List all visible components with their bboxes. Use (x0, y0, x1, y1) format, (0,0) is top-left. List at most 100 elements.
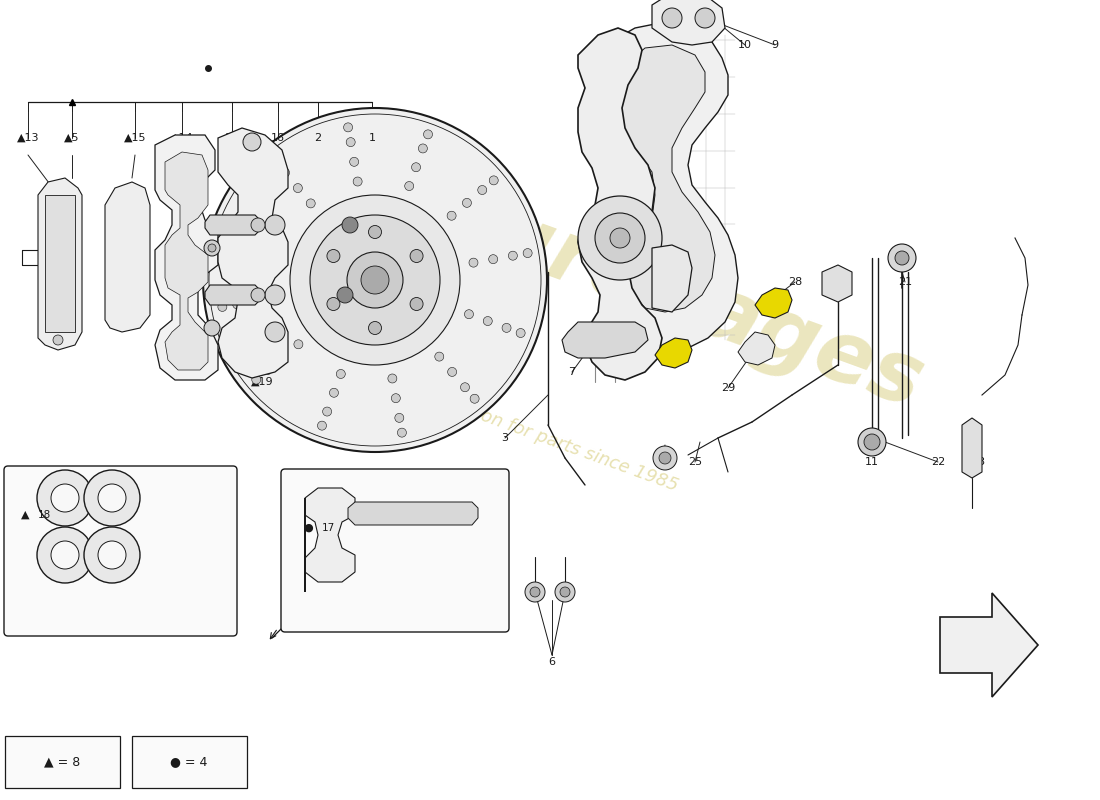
Polygon shape (654, 338, 692, 368)
Polygon shape (738, 332, 775, 365)
Text: 24: 24 (654, 457, 669, 467)
Polygon shape (755, 288, 792, 318)
Circle shape (98, 484, 126, 512)
Text: 22: 22 (931, 457, 945, 467)
Text: 29: 29 (720, 383, 735, 393)
Circle shape (470, 394, 480, 403)
Text: ▲15: ▲15 (123, 133, 146, 143)
Circle shape (388, 374, 397, 383)
Circle shape (405, 182, 414, 190)
Circle shape (578, 196, 662, 280)
Circle shape (353, 177, 362, 186)
Circle shape (337, 287, 353, 303)
Circle shape (243, 133, 261, 151)
Text: europages: europages (425, 174, 935, 426)
Circle shape (224, 222, 234, 231)
Polygon shape (822, 265, 853, 302)
FancyBboxPatch shape (6, 736, 120, 788)
Text: 25: 25 (688, 457, 702, 467)
Text: 23: 23 (971, 457, 986, 467)
Polygon shape (305, 488, 355, 592)
Circle shape (322, 407, 331, 416)
Circle shape (424, 130, 432, 139)
Circle shape (271, 157, 279, 166)
Text: 1: 1 (368, 133, 375, 143)
Text: ▲ = 8: ▲ = 8 (44, 755, 80, 769)
Circle shape (483, 317, 493, 326)
Circle shape (595, 213, 645, 263)
Circle shape (265, 215, 285, 235)
Circle shape (265, 322, 285, 342)
Text: ●: ● (304, 523, 312, 533)
Text: ▲20: ▲20 (251, 340, 273, 350)
Circle shape (252, 296, 262, 306)
Circle shape (368, 322, 382, 334)
Circle shape (327, 298, 340, 310)
Polygon shape (45, 195, 75, 332)
Circle shape (84, 470, 140, 526)
Text: ▲19: ▲19 (251, 377, 273, 387)
Circle shape (310, 215, 440, 345)
FancyBboxPatch shape (4, 466, 236, 636)
Circle shape (895, 251, 909, 265)
Circle shape (218, 302, 227, 311)
Text: ▲14: ▲14 (170, 133, 194, 143)
Circle shape (397, 428, 406, 437)
Circle shape (461, 382, 470, 392)
Polygon shape (562, 322, 648, 358)
FancyBboxPatch shape (280, 469, 509, 632)
Circle shape (337, 370, 345, 378)
Text: 16: 16 (271, 133, 285, 143)
Circle shape (327, 250, 340, 262)
Circle shape (290, 195, 460, 365)
Text: 18: 18 (39, 510, 52, 520)
Circle shape (464, 310, 473, 318)
Circle shape (263, 366, 273, 374)
Circle shape (343, 123, 353, 132)
Circle shape (488, 254, 497, 264)
Circle shape (51, 484, 79, 512)
Circle shape (294, 340, 302, 349)
Circle shape (350, 158, 359, 166)
Text: 7: 7 (569, 367, 575, 377)
Polygon shape (165, 152, 208, 370)
Circle shape (251, 218, 265, 232)
Circle shape (530, 587, 540, 597)
Circle shape (51, 541, 79, 569)
Circle shape (251, 288, 265, 302)
Circle shape (98, 541, 126, 569)
Circle shape (490, 176, 498, 185)
Polygon shape (348, 502, 478, 525)
Polygon shape (155, 135, 218, 380)
Circle shape (410, 298, 424, 310)
Text: 27: 27 (825, 277, 839, 287)
FancyBboxPatch shape (132, 736, 248, 788)
Polygon shape (962, 418, 982, 478)
Circle shape (346, 252, 403, 308)
Text: 11: 11 (865, 457, 879, 467)
Circle shape (410, 250, 424, 262)
Polygon shape (104, 182, 150, 332)
Text: 2: 2 (315, 133, 321, 143)
Circle shape (858, 428, 886, 456)
Circle shape (37, 470, 94, 526)
Circle shape (502, 323, 512, 332)
Polygon shape (592, 22, 738, 352)
Circle shape (434, 352, 443, 361)
Text: 12: 12 (224, 133, 239, 143)
Circle shape (84, 527, 140, 583)
Polygon shape (940, 593, 1038, 697)
Circle shape (209, 114, 541, 446)
Polygon shape (578, 28, 662, 380)
Circle shape (560, 587, 570, 597)
Polygon shape (652, 245, 692, 312)
Circle shape (477, 186, 486, 194)
Polygon shape (652, 0, 725, 45)
Circle shape (392, 394, 400, 402)
Circle shape (204, 240, 220, 256)
Circle shape (556, 582, 575, 602)
Circle shape (204, 108, 547, 452)
Text: 3: 3 (502, 433, 508, 443)
Text: ▲: ▲ (21, 510, 30, 520)
Polygon shape (205, 215, 262, 235)
